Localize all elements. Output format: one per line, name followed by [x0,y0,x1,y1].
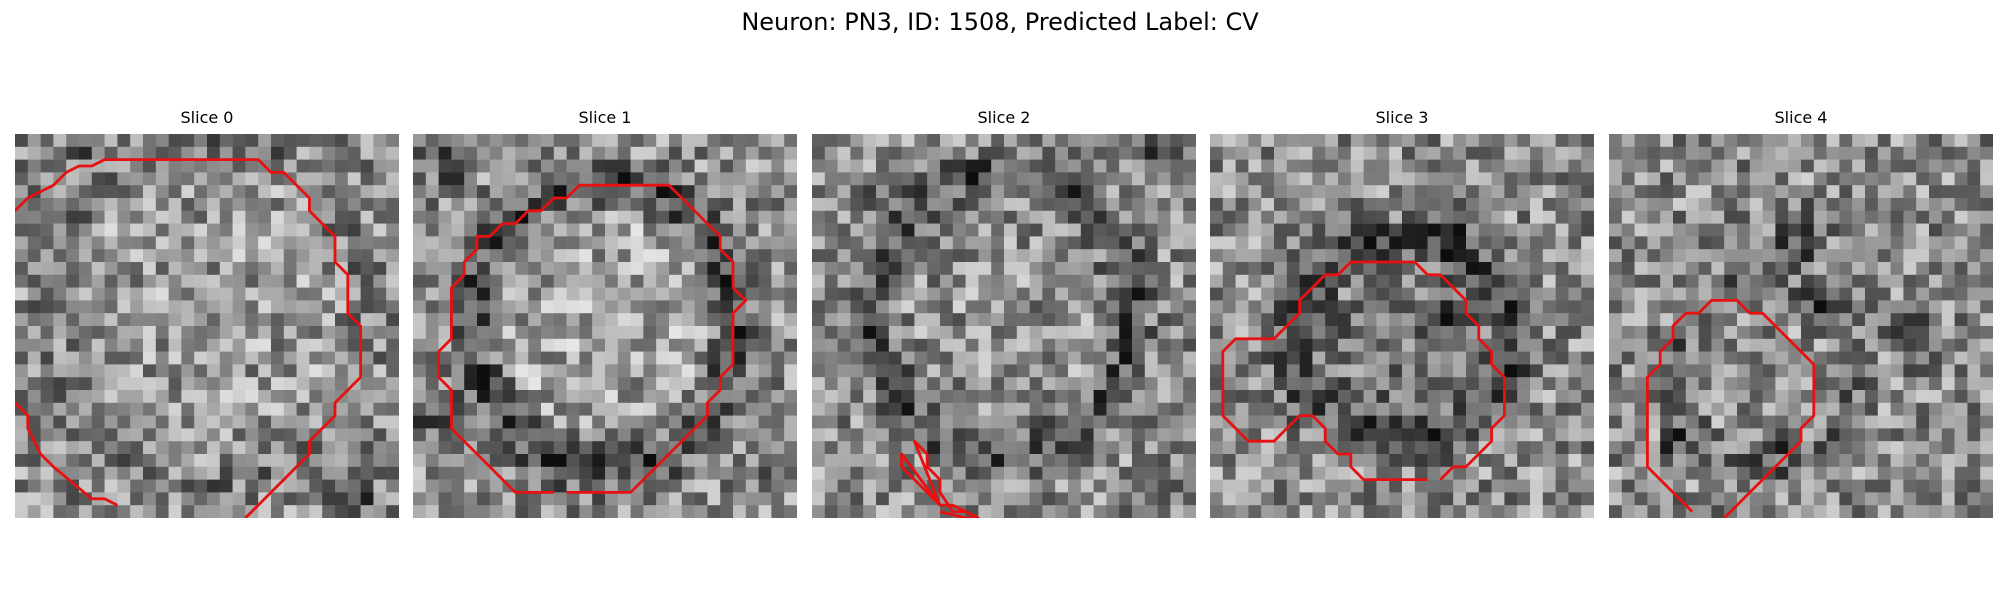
segmentation-contour [437,183,748,494]
slice-image [413,134,797,518]
segmentation-contour [15,158,363,518]
segmentation-contour [900,439,980,518]
segmentation-contour [1645,298,1816,518]
pixel-grid [1609,134,1993,518]
slice-image [1609,134,1993,518]
figure-title: Neuron: PN3, ID: 1508, Predicted Label: … [741,8,1259,36]
slice-title: Slice 2 [977,108,1031,127]
slice-image [15,134,399,518]
slice-title: Slice 3 [1375,108,1429,127]
slice-title: Slice 4 [1774,108,1828,127]
slice-image [812,134,1196,518]
slice-title: Slice 1 [578,108,632,127]
slice-image [1210,134,1594,518]
pixel-grid [15,134,399,518]
slice-title: Slice 0 [180,108,234,127]
pixel-grid [812,134,1196,518]
pixel-grid [413,134,797,518]
segmentation-contour [1221,260,1506,482]
pixel-grid [1210,134,1594,518]
